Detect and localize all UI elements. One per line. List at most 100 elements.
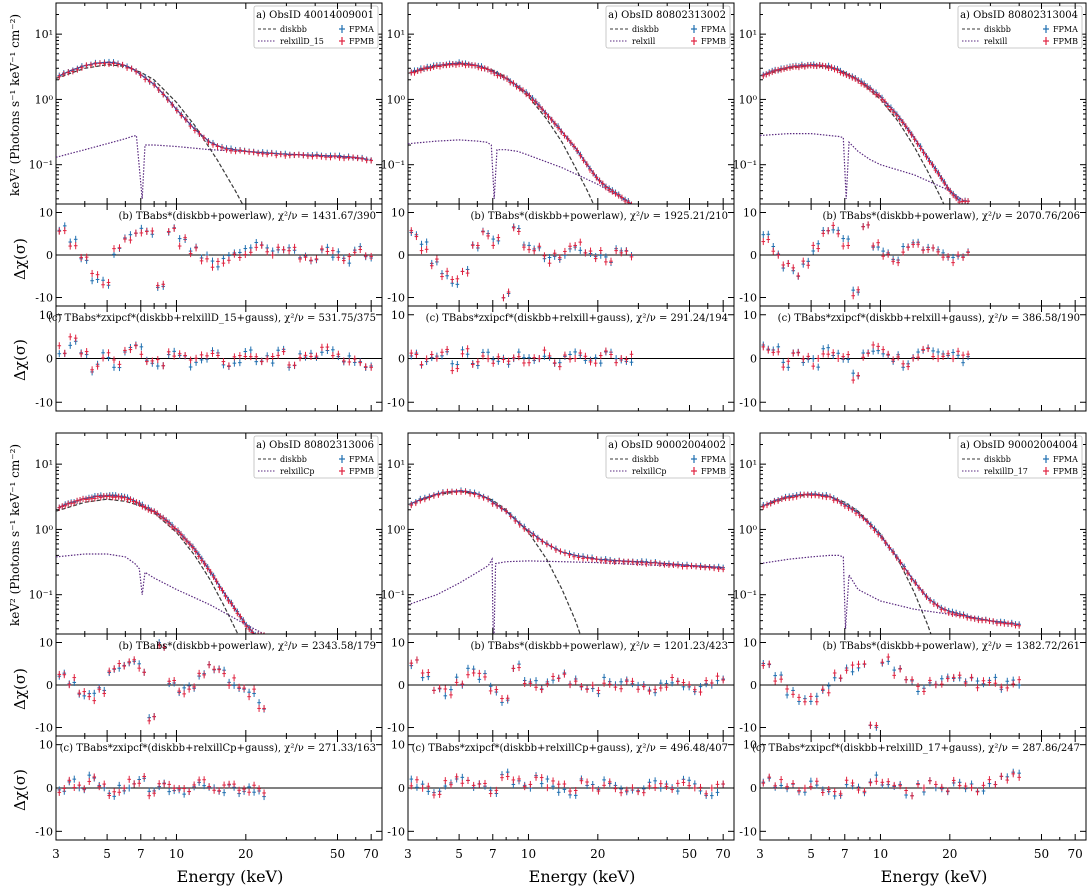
spectrum-ytick-label: 10⁰ <box>35 523 54 536</box>
resid-c-label: (c) TBabs*zxipcf*(diskbb+relxillCp+gauss… <box>412 743 728 754</box>
legend-box <box>957 5 1083 49</box>
resid-c-ytick-label: -10 <box>35 396 53 409</box>
resid-b-ytick-label: 0 <box>398 679 405 692</box>
legend: a) ObsID 90002004002 diskbb relxillCp FPMA F… <box>605 435 731 479</box>
panel-2: 10⁻¹ 10⁰ 10¹ a) ObsID 80802313002 diskbb relx… <box>381 2 735 412</box>
legend-obsid: a) ObsID 80802313006 <box>256 440 374 451</box>
resid-c-ytick-label: 10 <box>391 739 405 752</box>
legend-obsid: a) ObsID 90002004002 <box>608 440 726 451</box>
resid-b-ytick-label: 10 <box>743 207 757 220</box>
spectrum-plot <box>56 58 373 204</box>
resid-c-ytick-label: -10 <box>35 825 53 838</box>
spectrum-plot <box>760 61 970 204</box>
spectrum-ytick-label: 10¹ <box>387 458 405 471</box>
spectrum-ytick-label: 10⁻¹ <box>381 159 405 172</box>
legend-refl-label: relxillCp <box>632 467 667 476</box>
spectrum-ytick-label: 10¹ <box>35 458 53 471</box>
resid-c-ytick-label: 10 <box>39 309 53 322</box>
resid-b-panel: -10 0 10 (b) TBabs*(diskbb+powerlaw), χ²/ν … <box>387 203 735 307</box>
spectrum-plot <box>408 487 725 634</box>
resid-b-label: (b) TBabs*(diskbb+powerlaw), χ²/ν = 2343… <box>119 641 377 652</box>
resid-c-ytick-label: -10 <box>387 825 405 838</box>
reflection-model-line <box>408 557 724 634</box>
legend-obsid: a) ObsID 80802313002 <box>608 10 726 21</box>
legend-fpmb-label: FPMB <box>701 467 726 476</box>
reflection-model-line <box>760 133 969 204</box>
spectrum-ytick-label: 10⁻¹ <box>733 159 757 172</box>
reflection-model-line <box>408 139 632 204</box>
resid-b-ytick-label: -10 <box>387 292 405 305</box>
resid-c-ytick-label: -10 <box>739 396 757 409</box>
resid-b-ytick-label: 10 <box>39 637 53 650</box>
legend-diskbb-label: diskbb <box>280 455 307 464</box>
spectrum-ytick-label: 10⁻¹ <box>733 589 757 602</box>
spectrum-ytick-label: 10¹ <box>739 458 757 471</box>
reflection-model-line <box>760 554 1020 629</box>
legend-box <box>605 435 731 479</box>
xtick-label: 50 <box>330 847 345 861</box>
resid-b-ytick-label: 10 <box>391 207 405 220</box>
xtick-label: 50 <box>682 847 697 861</box>
resid-c-panel: -10 0 10 (c) TBabs*zxipcf*(diskbb+relxillCp… <box>387 735 735 841</box>
resid-c-ytick-label: 10 <box>743 309 757 322</box>
legend-obsid: a) ObsID 90002004004 <box>960 440 1078 451</box>
legend-diskbb-label: diskbb <box>984 455 1011 464</box>
resid-b-label: (b) TBabs*(diskbb+powerlaw), χ²/ν = 2070… <box>823 211 1081 222</box>
legend-fpma-label: FPMA <box>1053 455 1078 464</box>
legend: a) ObsID 40014009001 diskbb relxillD_15 FPM… <box>253 5 379 49</box>
spectrum-ytick-label: 10⁰ <box>739 93 758 106</box>
xtick-label: 70 <box>364 847 379 861</box>
panel-6: 10⁻¹ 10⁰ 10¹ a) ObsID 90002004004 diskbb relx… <box>733 432 1087 861</box>
resid-b-ytick-label: -10 <box>35 292 53 305</box>
resid-c-panel: -10 0 10 (c) TBabs*zxipcf*(diskbb+relxill+g… <box>387 305 735 412</box>
spectrum-plot <box>760 490 1021 634</box>
legend-box <box>253 435 379 479</box>
resid-c-ytick-label: 0 <box>750 353 757 366</box>
legend-diskbb-label: diskbb <box>984 25 1011 34</box>
legend-box <box>957 435 1083 479</box>
resid-c-label: (c) TBabs*zxipcf*(diskbb+relxillD_15+gau… <box>48 313 376 324</box>
legend: a) ObsID 80802313002 diskbb relxill FPMA FPM… <box>605 5 731 49</box>
resid-b-panel: -10 0 10 (b) TBabs*(diskbb+powerlaw), χ²/ν … <box>35 203 383 307</box>
legend-fpmb-label: FPMB <box>1053 37 1078 46</box>
legend-obsid: a) ObsID 40014009001 <box>256 10 374 21</box>
resid-b-label: (b) TBabs*(diskbb+powerlaw), χ²/ν = 1382… <box>823 641 1081 652</box>
legend-fpmb-label: FPMB <box>349 37 374 46</box>
legend-fpmb-label: FPMB <box>701 37 726 46</box>
spectrum-ytick-label: 10⁰ <box>739 523 758 536</box>
xtick-label: 3 <box>404 847 412 861</box>
resid-c-ytick-label: -10 <box>387 396 405 409</box>
legend-fpmb-label: FPMB <box>1053 467 1078 476</box>
resid-b-ytick-label: -10 <box>387 722 405 735</box>
legend-obsid: a) ObsID 80802313004 <box>960 10 1078 21</box>
panel-4: 10⁻¹ 10⁰ 10¹ a) ObsID 80802313006 diskbb relx… <box>29 432 383 861</box>
resid-c-label: (c) TBabs*zxipcf*(diskbb+relxillCp+gauss… <box>60 743 376 754</box>
resid-b-ytick-label: -10 <box>35 722 53 735</box>
resid-b-ytick-label: 10 <box>743 637 757 650</box>
spectrum-ytick-label: 10¹ <box>739 28 757 41</box>
xtick-label: 7 <box>489 847 497 861</box>
resid-c-ytick-label: 0 <box>46 782 53 795</box>
resid-c-panel: -10 0 10 (c) TBabs*zxipcf*(diskbb+relxill+g… <box>739 305 1087 412</box>
xtick-label: 10 <box>169 847 184 861</box>
resid-c-label: (c) TBabs*zxipcf*(diskbb+relxill+gauss),… <box>778 313 1080 324</box>
spectrum-ytick-label: 10⁰ <box>387 523 406 536</box>
resid-b-panel: -10 0 10 (b) TBabs*(diskbb+powerlaw), χ²/ν … <box>35 633 383 737</box>
legend-fpma-label: FPMA <box>349 25 374 34</box>
legend: a) ObsID 90002004004 diskbb relxillD_17 FPM… <box>957 435 1083 479</box>
resid-b-ytick-label: 0 <box>46 679 53 692</box>
resid-b-panel: -10 0 10 (b) TBabs*(diskbb+powerlaw), χ²/ν … <box>387 633 735 737</box>
legend-refl-label: relxillCp <box>280 467 315 476</box>
resid-c-panel: -10 0 10 (c) TBabs*zxipcf*(diskbb+relxillCp… <box>35 735 383 841</box>
resid-b-ytick-label: 10 <box>391 637 405 650</box>
spectrum-plot <box>408 59 632 204</box>
xtick-label: 20 <box>238 847 253 861</box>
spectrum-ytick-label: 10⁰ <box>387 93 406 106</box>
resid-c-label: (c) TBabs*zxipcf*(diskbb+relxill+gauss),… <box>426 313 728 324</box>
resid-b-ytick-label: 0 <box>398 249 405 262</box>
legend-fpmb-label: FPMB <box>349 467 374 476</box>
xtick-label: 7 <box>137 847 145 861</box>
